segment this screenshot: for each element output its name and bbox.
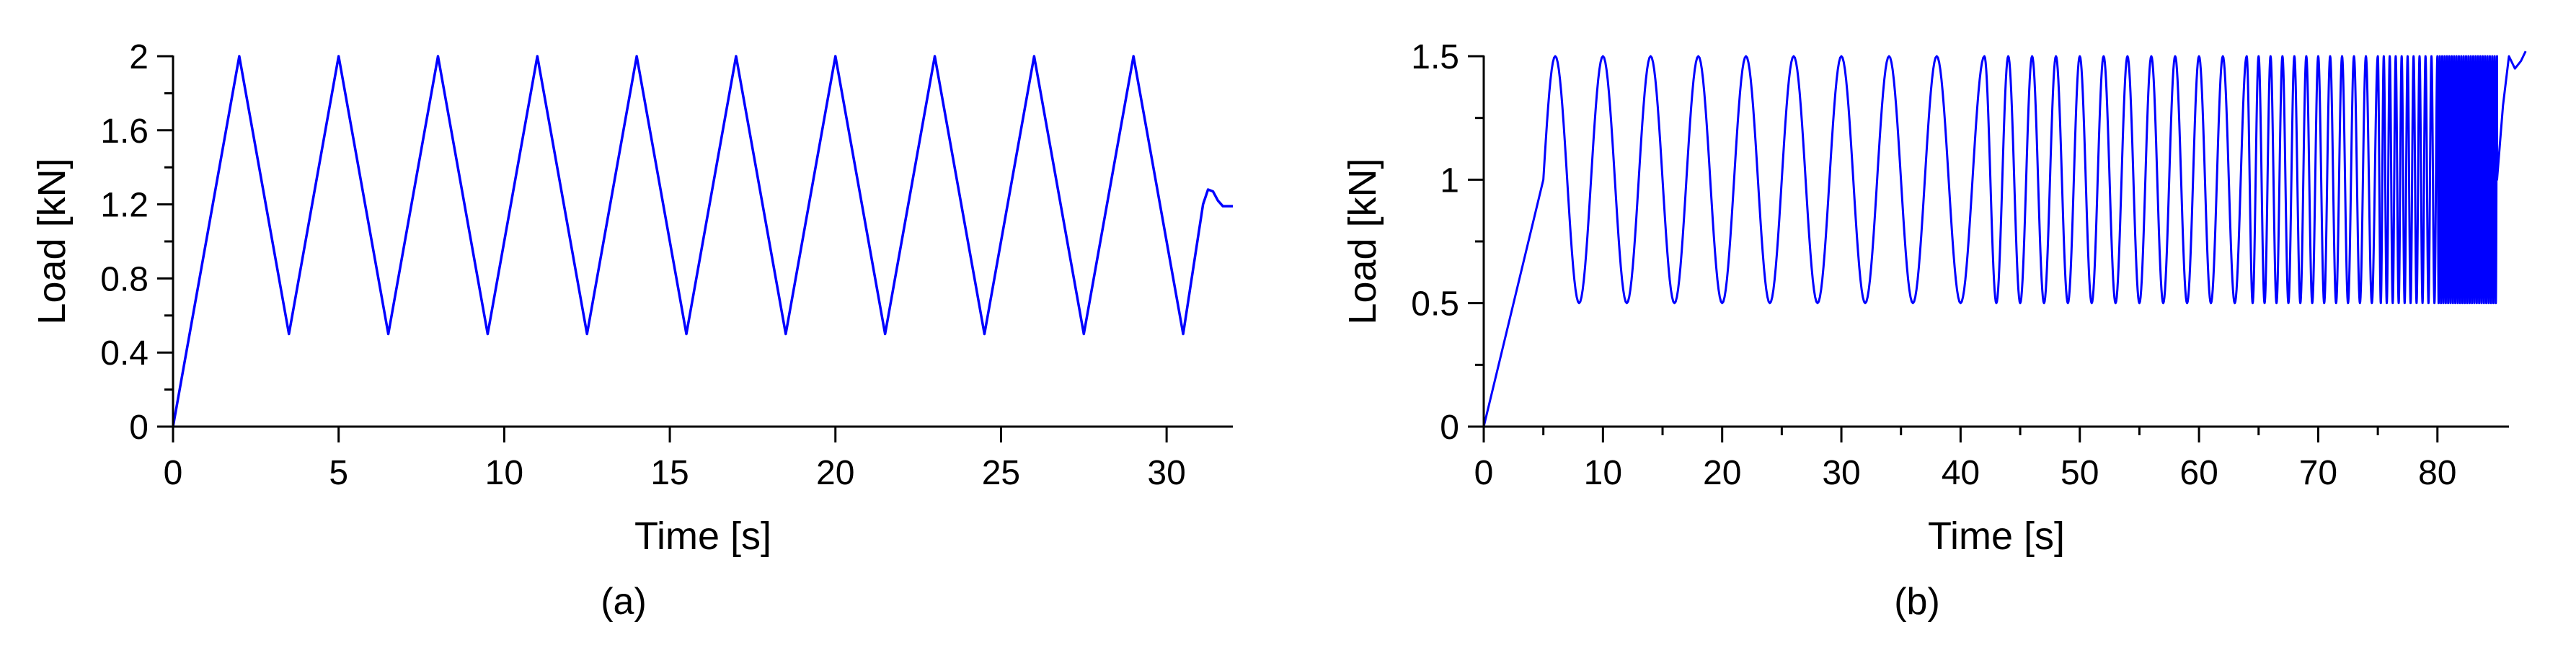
chart-b-series-line — [1482, 50, 2527, 427]
chart-a-y-tick-label: 0.8 — [100, 260, 149, 298]
chart-a-series-line — [172, 55, 1233, 427]
chart-b-y-tick-label: 1.5 — [1411, 38, 1459, 76]
chart-a-x-tick-label: 25 — [982, 454, 1020, 492]
chart-a-x-tick-label: 30 — [1147, 454, 1185, 492]
chart-a-y-tick-label: 0.4 — [100, 334, 149, 373]
chart-a-y-ticks: 0 0.4 0.8 1.2 1.6 2 — [100, 38, 173, 447]
chart-b-x-tick-label: 0 — [1474, 454, 1494, 492]
chart-a-y-tick-label: 0 — [129, 409, 149, 447]
chart-b-x-tick-label: 70 — [2299, 454, 2337, 492]
chart-a-y-axis-label: Load [kN] — [30, 158, 74, 324]
chart-b-y-tick-label: 0.5 — [1411, 285, 1459, 324]
chart-b-panel-label: (b) — [1894, 581, 1940, 623]
chart-b-y-tick-label: 0 — [1440, 409, 1459, 447]
chart-a-x-tick-label: 10 — [485, 454, 523, 492]
chart-b-y-ticks: 0 0.5 1 1.5 — [1411, 38, 1484, 447]
chart-a-x-tick-label: 0 — [164, 454, 183, 492]
chart-a: 0 0.4 0.8 1.2 1.6 2 0 5 10 15 20 25 30 Time [s] Loa… — [30, 38, 1233, 623]
chart-b-x-tick-label: 50 — [2061, 454, 2099, 492]
chart-b-x-tick-label: 20 — [1703, 454, 1741, 492]
chart-a-panel-label: (a) — [601, 581, 647, 623]
chart-a-y-tick-label: 1.2 — [100, 187, 149, 225]
chart-a-x-tick-label: 20 — [816, 454, 854, 492]
chart-b-y-tick-label: 1 — [1440, 161, 1459, 200]
chart-b-x-axis-label: Time [s] — [1928, 515, 2065, 558]
chart-a-x-tick-label: 5 — [329, 454, 348, 492]
chart-b: 0 0.5 1 1.5 0 10 20 30 40 50 60 70 80 Time [s] Load… — [1341, 38, 2527, 623]
chart-b-x-tick-label: 80 — [2418, 454, 2456, 492]
chart-b-y-axis-label: Load [kN] — [1341, 158, 1384, 324]
chart-a-x-ticks: 0 5 10 15 20 25 30 — [164, 427, 1186, 492]
chart-a-x-tick-label: 15 — [650, 454, 689, 492]
chart-b-x-tick-label: 60 — [2179, 454, 2218, 492]
chart-b-x-ticks: 0 10 20 30 40 50 60 70 80 — [1474, 427, 2456, 492]
chart-a-x-axis-label: Time [s] — [634, 515, 771, 558]
chart-b-x-tick-label: 40 — [1942, 454, 1980, 492]
chart-a-y-tick-label: 1.6 — [100, 112, 149, 151]
chart-b-x-tick-label: 30 — [1822, 454, 1860, 492]
chart-a-y-tick-label: 2 — [129, 38, 149, 76]
chart-b-x-tick-label: 10 — [1584, 454, 1622, 492]
